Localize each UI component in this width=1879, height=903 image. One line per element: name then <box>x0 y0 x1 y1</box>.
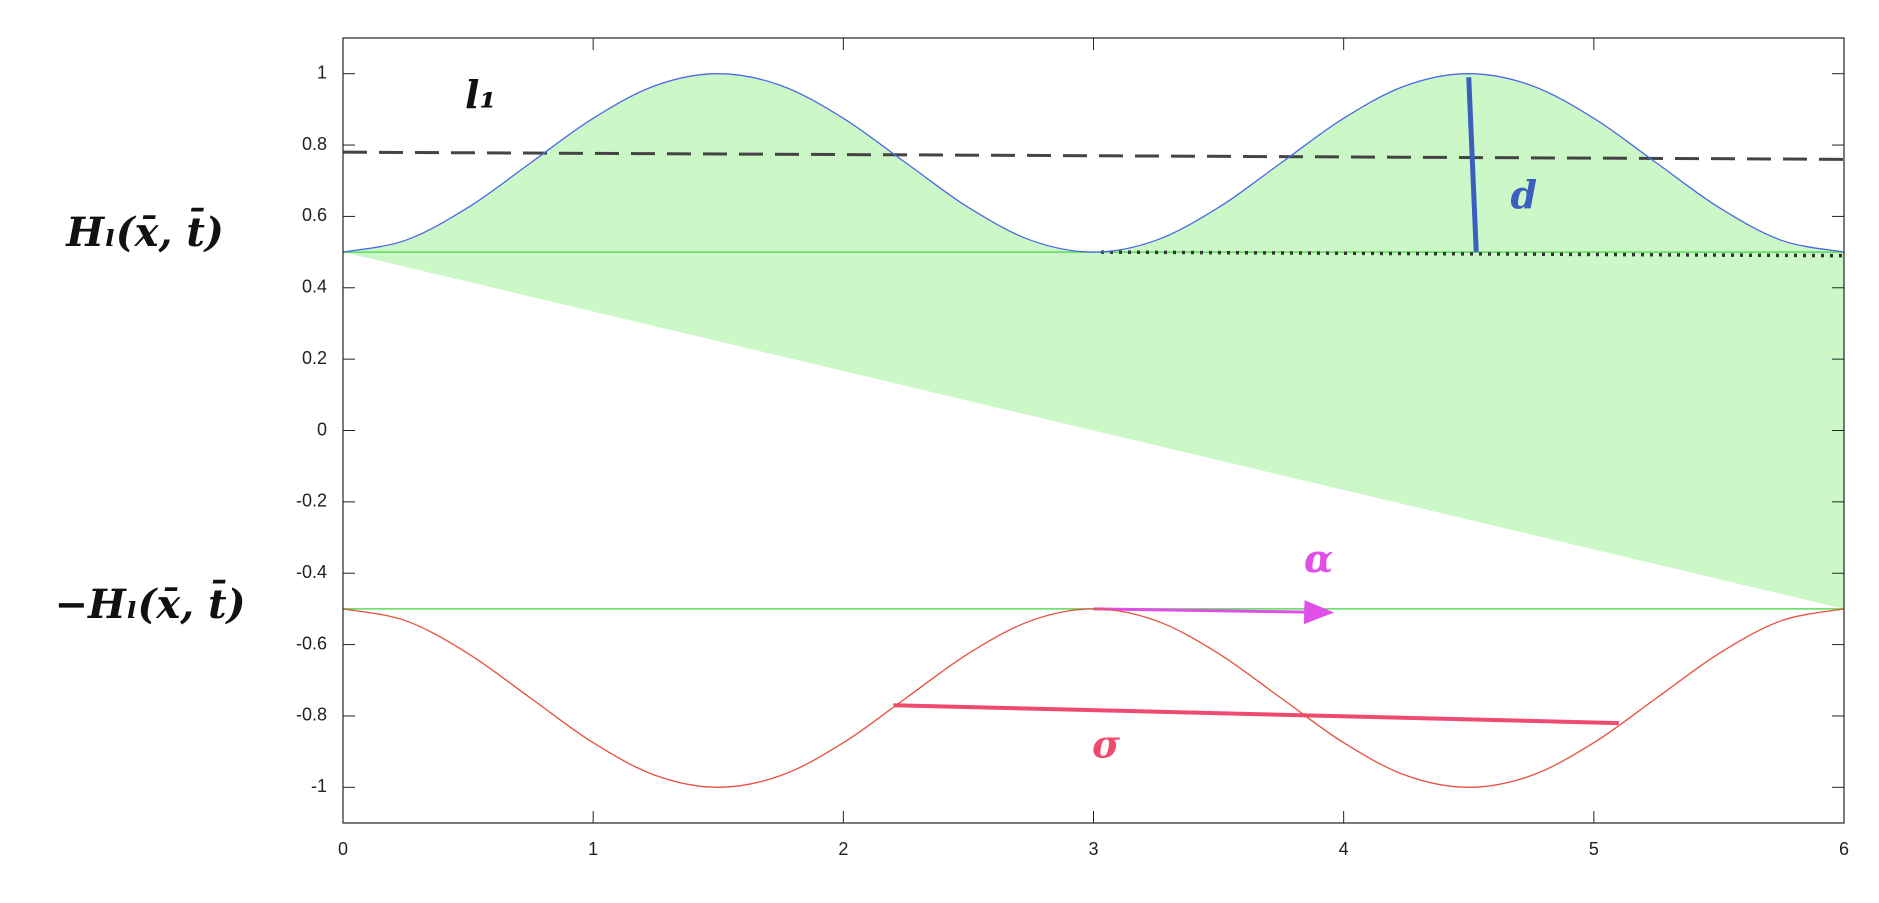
y-tick-label: 0 <box>317 419 327 439</box>
y-tick-label: -1 <box>311 776 327 796</box>
x-tick-label: 6 <box>1839 839 1849 859</box>
y-tick-label: 1 <box>317 62 327 82</box>
annotation: l₁ <box>465 72 496 117</box>
y-tick-label: -0.8 <box>296 705 327 725</box>
y-tick-label: -0.4 <box>296 562 327 582</box>
annotation: α <box>1304 536 1333 581</box>
annotation-line <box>1100 250 1845 258</box>
annotation-line <box>1466 77 1479 253</box>
x-tick-label: 0 <box>338 839 348 859</box>
annotation: σ <box>1092 722 1121 767</box>
series-line <box>342 608 1845 788</box>
y-tick-label: -0.2 <box>296 491 327 511</box>
y-label-upper: Hₗ(x̄, t̄) <box>65 209 224 256</box>
series-line <box>342 73 1845 253</box>
x-tick-label: 2 <box>838 839 848 859</box>
y-tick-label: 0.8 <box>302 134 327 154</box>
x-tick-label: 1 <box>588 839 598 859</box>
annotation-line <box>1093 600 1335 625</box>
y-tick-label: 0.2 <box>302 348 327 368</box>
x-tick-label: 5 <box>1589 839 1599 859</box>
x-tick-label: 3 <box>1088 839 1098 859</box>
y-tick-label: -0.6 <box>296 633 327 653</box>
annotation-line <box>893 703 1619 726</box>
y-tick-label: 0.4 <box>302 277 327 297</box>
x-tick-label: 4 <box>1339 839 1349 859</box>
y-label-lower: −Hₗ(x̄, t̄) <box>54 581 245 628</box>
fill-area <box>343 73 1844 609</box>
annotation: d <box>1510 172 1537 217</box>
y-tick-label: 0.6 <box>302 205 327 225</box>
